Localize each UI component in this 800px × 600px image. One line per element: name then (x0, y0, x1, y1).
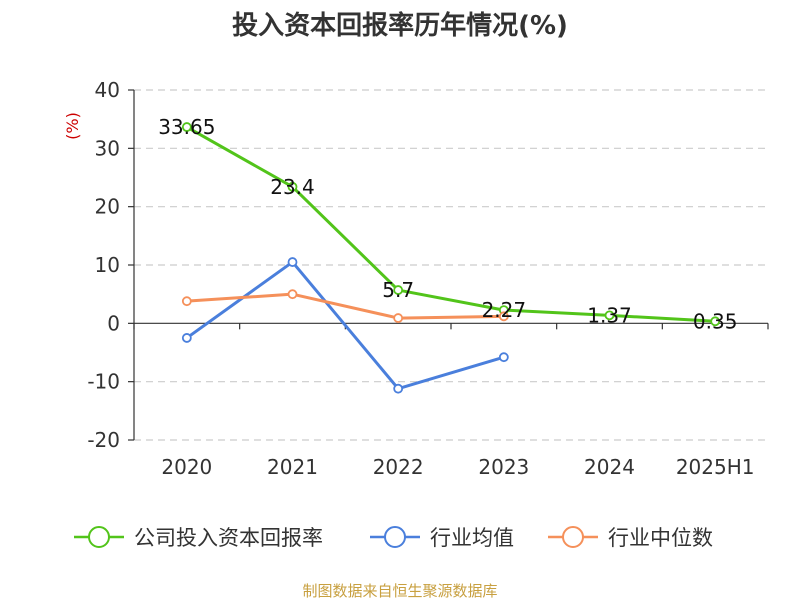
chart-title: 投入资本回报率历年情况(%) (232, 10, 568, 41)
legend-label: 行业中位数 (608, 526, 713, 550)
data-label: 5.7 (382, 278, 414, 302)
y-tick-label: 10 (95, 253, 120, 277)
data-point (181, 296, 192, 307)
data-labels: 33.65 23.4 5.7 2.27 1.37 0.35 (158, 115, 737, 333)
data-point (181, 333, 192, 343)
y-tick-label: 40 (95, 78, 120, 102)
x-tick-label: 2025H1 (676, 455, 755, 479)
data-point (393, 313, 404, 323)
y-tick-label: -10 (87, 370, 120, 394)
source-note: 制图数据来自恒生聚源数据库 (302, 582, 497, 600)
y-tick-label: 0 (107, 311, 120, 335)
data-point (287, 289, 298, 300)
x-tick-label: 2020 (161, 455, 212, 479)
x-tick-label: 2024 (584, 455, 635, 479)
series-line-1 (185, 260, 505, 391)
axes: 40 30 20 10 0 -10 -20 2020 2021 2022 2023 2024 2025H… (87, 78, 769, 479)
data-label: 23.4 (270, 175, 315, 199)
y-tick-label: 20 (95, 195, 120, 219)
legend-marker (562, 526, 584, 548)
series-line-0 (186, 125, 716, 323)
gridlines (134, 89, 768, 441)
data-point (181, 122, 192, 132)
data-label: 1.37 (587, 303, 632, 327)
data-point (287, 181, 298, 192)
legend: 公司投入资本回报率 行业均值 行业中位数 (74, 526, 713, 550)
legend-marker (384, 526, 406, 548)
legend-label: 行业均值 (430, 526, 514, 550)
y-axis-unit-label: (%) (63, 112, 82, 140)
y-tick-label: 30 (95, 136, 120, 160)
data-point (287, 257, 298, 267)
y-tick-label: -20 (87, 428, 120, 452)
x-tick-label: 2021 (267, 455, 318, 479)
data-label: 33.65 (158, 115, 215, 139)
series-lines (181, 122, 721, 394)
data-point (498, 352, 509, 363)
data-point (710, 316, 721, 327)
series-line-2 (186, 292, 504, 320)
data-point (393, 285, 404, 295)
data-label: 2.27 (482, 298, 527, 322)
x-tick-label: 2022 (373, 455, 424, 479)
data-point (604, 310, 615, 321)
legend-marker (88, 526, 110, 548)
legend-label: 公司投入资本回报率 (134, 526, 323, 550)
data-label: 0.35 (693, 309, 738, 333)
data-point (393, 383, 404, 394)
x-tick-label: 2023 (478, 455, 529, 479)
data-point (498, 311, 509, 322)
